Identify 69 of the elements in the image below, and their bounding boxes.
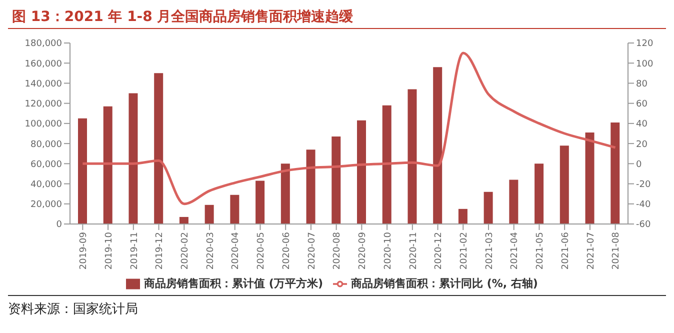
x-tick-label: 2019-12 — [155, 232, 166, 270]
bar — [280, 164, 290, 224]
y2-tick-label: 40 — [636, 120, 648, 130]
x-tick-label: 2020-08 — [332, 232, 343, 270]
bar — [103, 106, 112, 224]
y2-tick-label: 120 — [636, 39, 654, 50]
y-tick-label: 20,000 — [30, 200, 62, 210]
y2-tick-label: 0 — [636, 160, 642, 170]
bar — [128, 93, 138, 224]
y-tick-label: 60,000 — [30, 160, 62, 170]
x-tick-label: 2020-10 — [383, 232, 394, 270]
bar — [509, 180, 518, 224]
x-tick-label: 2019-11 — [130, 232, 140, 270]
x-tick-label: 2021-02 — [460, 232, 470, 270]
y2-tick-label: 100 — [636, 59, 654, 70]
y2-tick-label: -20 — [636, 180, 651, 190]
legend-label: 商品房销售面积：累计值 (万平方米) — [144, 277, 323, 290]
x-tick-label: 2021-05 — [536, 232, 546, 270]
y-tick-label: 40,000 — [30, 180, 62, 190]
x-tick-label: 2021-03 — [484, 232, 495, 270]
x-tick-label: 2021-04 — [510, 232, 520, 270]
bar — [433, 67, 442, 224]
bar — [560, 146, 569, 224]
bar — [610, 122, 620, 224]
y-tick-label: 180,000 — [24, 39, 62, 50]
y2-tick-label: -40 — [636, 200, 651, 210]
x-tick-label: 2020-07 — [307, 232, 318, 270]
bar — [154, 73, 164, 224]
bar — [78, 118, 87, 224]
x-tick-label: 2021-08 — [612, 232, 622, 270]
bar — [458, 208, 468, 224]
bar — [585, 132, 594, 224]
y2-tick-label: 20 — [636, 140, 648, 150]
bar — [484, 192, 493, 224]
x-tick-label: 2020-03 — [206, 232, 216, 270]
bar — [332, 136, 341, 224]
bar — [230, 194, 240, 224]
y2-tick-label: -60 — [636, 220, 651, 230]
y2-tick-label: 60 — [636, 100, 648, 110]
y-tick-label: 120,000 — [24, 100, 62, 110]
x-tick-label: 2021-06 — [560, 232, 571, 270]
y-tick-label: 140,000 — [24, 79, 62, 90]
bar — [306, 150, 316, 224]
x-tick-label: 2020-09 — [358, 232, 368, 270]
y-tick-label: 160,000 — [24, 59, 62, 70]
bar — [382, 105, 392, 224]
x-tick-label: 2020-02 — [180, 232, 191, 270]
y-tick-label: 0 — [56, 220, 62, 230]
y-tick-label: 100,000 — [24, 120, 62, 130]
x-tick-label: 2020-11 — [408, 232, 419, 270]
bar — [408, 89, 417, 224]
bar — [357, 120, 366, 224]
x-tick-label: 2020-06 — [282, 232, 292, 270]
x-tick-label: 2021-07 — [586, 232, 596, 270]
y2-tick-label: 80 — [636, 79, 648, 90]
text: 资料来源：国家统计局 — [8, 295, 666, 318]
x-tick-label: 2020-12 — [434, 232, 444, 270]
x-tick-label: 2020-04 — [231, 232, 242, 270]
line-series — [81, 52, 617, 206]
legend-label: 商品房销售面积：累计同比 (%, 右轴) — [350, 277, 538, 290]
bar — [179, 216, 188, 224]
x-tick-label: 2019-10 — [104, 232, 114, 270]
x-tick-label: 2019-09 — [79, 232, 90, 270]
bar — [534, 164, 544, 224]
bar — [256, 180, 265, 224]
y-tick-label: 80,000 — [30, 140, 62, 150]
bar — [204, 204, 214, 224]
chart-title: 图 13：2021 年 1-8 月全国商品房销售面积增速趋缓 — [8, 8, 666, 29]
x-tick-label: 2020-05 — [256, 232, 267, 270]
